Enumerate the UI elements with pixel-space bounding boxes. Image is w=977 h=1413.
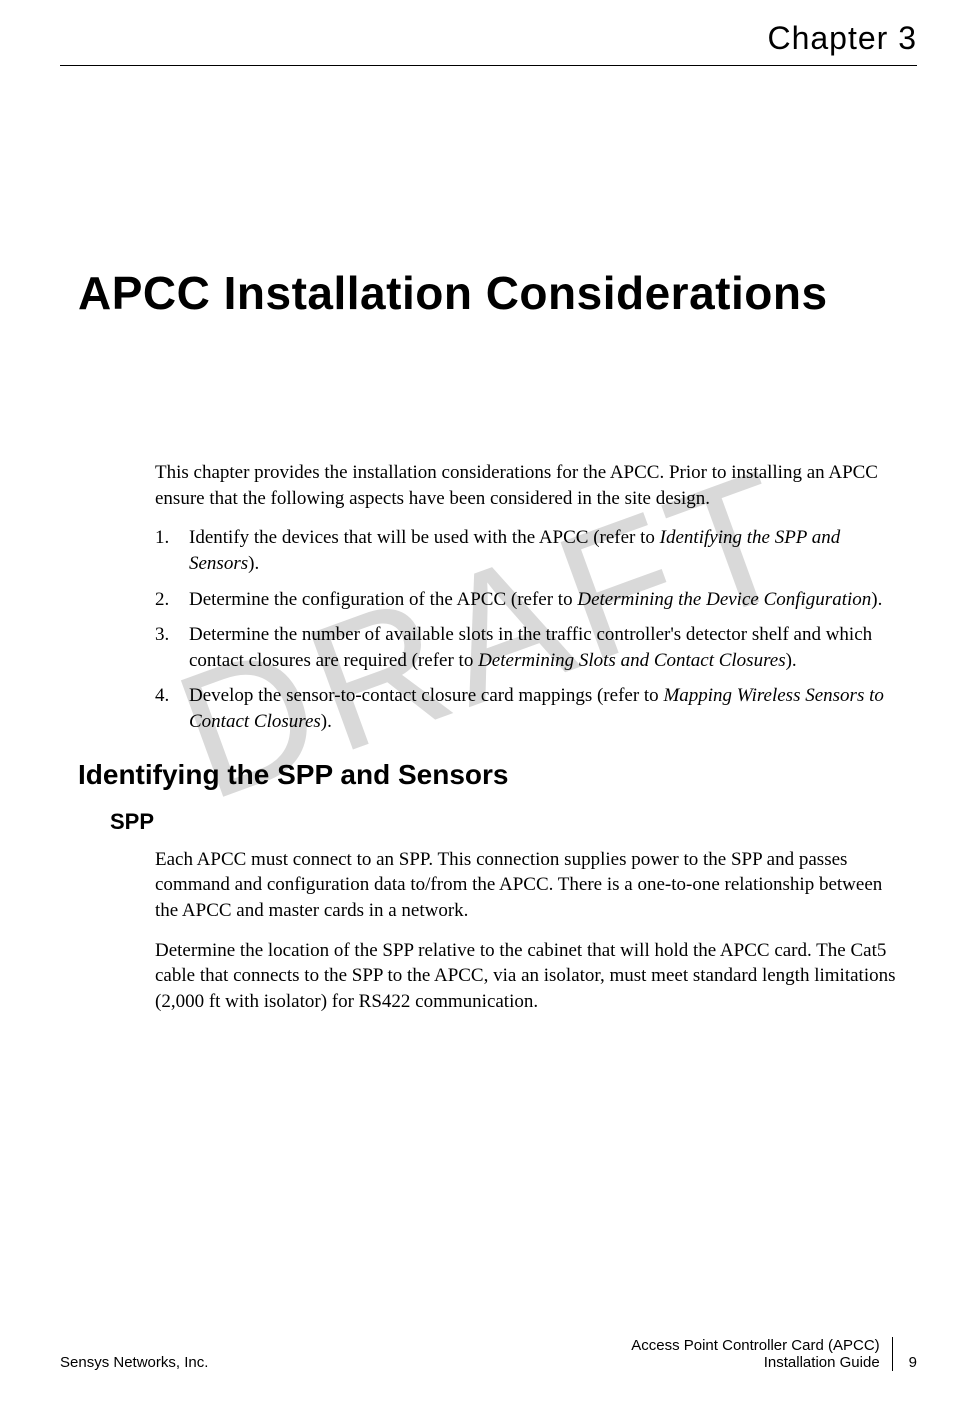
chapter-label: Chapter 3 [60, 20, 917, 66]
footer-company: Sensys Networks, Inc. [60, 1354, 208, 1371]
spp-content: Each APCC must connect to an SPP. This c… [155, 847, 897, 1015]
list-item-text: Identify the devices that will be used w… [189, 527, 660, 548]
page-container: Chapter 3 APCC Installation Consideratio… [0, 0, 977, 1413]
body-paragraph: Determine the location of the SPP relati… [155, 938, 897, 1015]
list-item-text: ). [871, 589, 882, 610]
list-item: Develop the sensor-to-contact closure ca… [155, 683, 897, 734]
list-item-text: ). [786, 650, 797, 671]
footer-right: Access Point Controller Card (APCC) Inst… [631, 1337, 917, 1371]
list-item: Determine the number of available slots … [155, 622, 897, 673]
body-content: This chapter provides the installation c… [155, 460, 897, 735]
page-footer: Sensys Networks, Inc. Access Point Contr… [60, 1337, 917, 1371]
list-item-text: Develop the sensor-to-contact closure ca… [189, 685, 663, 706]
list-item-text: ). [248, 553, 259, 574]
cross-reference: Determining the Device Configuration [577, 589, 871, 610]
footer-doc-line1: Access Point Controller Card (APCC) [631, 1337, 879, 1354]
cross-reference: Determining Slots and Contact Closures [478, 650, 786, 671]
footer-doc-title: Access Point Controller Card (APCC) Inst… [631, 1337, 892, 1371]
body-paragraph: Each APCC must connect to an SPP. This c… [155, 847, 897, 924]
list-item: Determine the configuration of the APCC … [155, 587, 897, 613]
subsection-heading: SPP [110, 809, 917, 835]
numbered-list: Identify the devices that will be used w… [155, 525, 897, 734]
list-item-text: ). [321, 711, 332, 732]
section-heading: Identifying the SPP and Sensors [78, 759, 917, 791]
main-title: APCC Installation Considerations [78, 266, 917, 320]
footer-page-number: 9 [893, 1354, 917, 1371]
intro-paragraph: This chapter provides the installation c… [155, 460, 897, 511]
list-item-text: Determine the configuration of the APCC … [189, 589, 577, 610]
list-item: Identify the devices that will be used w… [155, 525, 897, 576]
footer-doc-line2: Installation Guide [631, 1354, 879, 1371]
